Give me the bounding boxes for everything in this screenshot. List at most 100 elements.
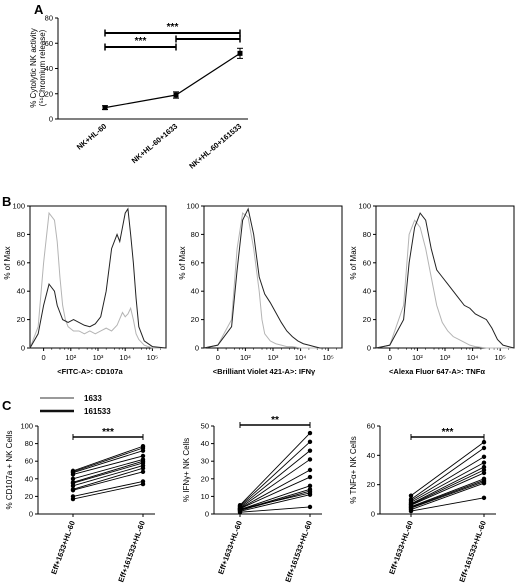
panel-c2-point-after (307, 487, 313, 492)
panel-c2-category-label: Eff+1633+HL-60 (216, 520, 244, 576)
panel-c3-ylabel: % TNFα+ NK Cells (349, 436, 358, 503)
panel-c2-ytick-label: 50 (201, 422, 209, 431)
panel-b1-series-161533 (29, 207, 167, 349)
panel-b2-ytick-label: 0 (195, 344, 199, 353)
panel-b3-xtick-label: 10³ (440, 353, 451, 362)
panel-c1-point-before (70, 487, 76, 492)
panel-c1-sig-label: *** (102, 427, 114, 438)
panel-c1-pair-line (72, 465, 144, 487)
panel-b1-xlabel: <FITC-A>: CD107a (57, 367, 123, 376)
panel-b2-xtick-label: 10³ (268, 353, 279, 362)
panel-b3-ytick-label: 20 (363, 315, 371, 324)
panel-b1-xtick-label: 10⁵ (147, 353, 158, 362)
panel-a-point (237, 50, 243, 56)
panel-b1-ytick-label: 0 (21, 344, 25, 353)
panel-a-sig-label: *** (167, 22, 179, 33)
panel-c1-point-after (140, 444, 146, 449)
panel-b1-ytick-label: 60 (17, 258, 25, 267)
panel-a-ytick-label: 0 (49, 115, 53, 124)
panel-c3-pair-line (410, 481, 485, 509)
panel-c2-ytick-label: 20 (201, 474, 209, 483)
panel-b1-histogram: % of Max <FITC-A>: CD107a 0 20 40 60 80 100 0 1… (3, 202, 167, 376)
panel-b2-ytick-label: 60 (191, 258, 199, 267)
panel-b2-series-161533 (203, 207, 342, 349)
panel-b1-ytick-label: 40 (17, 287, 25, 296)
panel-c3-ytick-label: 20 (367, 480, 375, 489)
panel-b3-ytick-label: 100 (358, 202, 371, 211)
panel-b2-series-1633 (203, 212, 342, 349)
panel-c2-pair-line (239, 459, 311, 509)
panel-c1-point-after (140, 457, 146, 462)
panel-a-ytick-label: 60 (45, 39, 53, 48)
panel-b2-ytick-label: 100 (186, 202, 199, 211)
panel-b2-xtick-label: 10² (240, 353, 251, 362)
panel-b2-ytick-label: 80 (191, 230, 199, 239)
panel-c2-pair-line (239, 506, 311, 513)
panel-c2-chart: % IFNγ+ NK Cells 0 10 20 30 40 50 Eff+1633+HL-… (182, 415, 322, 583)
panel-c2-point-after (307, 448, 313, 453)
panel-b3-ytick-label: 40 (363, 287, 371, 296)
panel-c2-pair-line (239, 450, 311, 508)
panel-c1-pair-line (72, 450, 144, 474)
panel-c2-ytick-label: 0 (205, 510, 209, 519)
panel-b3-histogram: % of Max <Alexa Fluor 647-A>: TNFα 0 20 40… (349, 202, 515, 376)
panel-b2-histogram: % of Max <Brilliant Violet 421-A>: IFNγ … (178, 202, 343, 376)
panel-b3-ylabel: % of Max (349, 246, 358, 279)
panel-b1-xtick-label: 10³ (93, 353, 104, 362)
panel-c2-sig-label: ** (271, 415, 279, 426)
panel-c1-ytick-label: 100 (20, 422, 33, 431)
legend: 1633 161533 (40, 394, 111, 416)
panel-c3-point-after (481, 467, 487, 473)
panel-c3-category-label: Eff+161533+HL-60 (457, 520, 488, 584)
panel-c1-point-after (140, 479, 146, 484)
panel-c3-ytick-label: 40 (367, 451, 375, 460)
panel-b2-ylabel: % of Max (178, 246, 187, 279)
panel-c2-point-after (307, 457, 313, 462)
panel-c3-point-before (408, 493, 414, 498)
panel-c1-point-before (70, 476, 76, 481)
panel-c2-pair-line (239, 492, 311, 510)
panel-c2-point-after (307, 483, 313, 489)
legend-label-161533: 161533 (84, 407, 111, 416)
panel-c1-pair-line (72, 471, 144, 491)
panel-b3-ytick-label: 80 (363, 230, 371, 239)
panel-c1-pair-line (72, 460, 144, 483)
panel-b3-xtick-label: 0 (388, 353, 392, 362)
panel-a-point (102, 105, 108, 111)
panel-c1-pair-line (72, 445, 144, 472)
panel-c1-point-before (70, 480, 76, 485)
panel-a-ylabel-2: (⁵¹Chromium release) (38, 29, 47, 106)
panel-c3-sig-label: *** (442, 427, 454, 438)
panel-c1-pair-line (72, 447, 144, 473)
panel-c3-pair-line (410, 466, 485, 505)
panel-c2-pair-line (239, 441, 311, 507)
panel-b1-ytick-label: 100 (12, 202, 25, 211)
panel-b3-series-1633 (375, 219, 514, 349)
panel-c1-category-label: Eff+1633+HL-60 (49, 520, 77, 576)
panel-c3-point-after (481, 460, 487, 465)
panel-c2-point-after (307, 439, 313, 445)
panel-letter-a: A (34, 2, 44, 17)
panel-b3-series-161533 (375, 212, 515, 349)
panel-c1-chart: % CD107a + NK Cells 0 20 40 60 80 100 Eff+1633… (5, 422, 155, 583)
panel-b3-ytick-label: 60 (363, 258, 371, 267)
panel-c3-pair-line (410, 472, 485, 506)
panel-c2-ytick-label: 10 (201, 492, 209, 501)
panel-c3-point-after (481, 478, 487, 483)
panel-a-category-label: NK+HL-60 (75, 122, 108, 152)
panel-b3-ytick-label: 0 (367, 344, 371, 353)
panel-c2-ylabel: % IFNγ+ NK Cells (182, 438, 191, 502)
panel-c1-ytick-label: 20 (25, 492, 33, 501)
panel-c3-pair-line (410, 478, 485, 508)
panel-b3-xtick-label: 10⁵ (494, 353, 505, 362)
panel-b3-xlabel: <Alexa Fluor 647-A>: TNFα (389, 367, 485, 376)
panel-b1-xtick-label: 10² (65, 353, 76, 362)
panel-b2-xtick-label: 10⁴ (295, 353, 307, 362)
panel-c2-point-after (307, 430, 313, 436)
panel-c3-point-before (408, 497, 414, 502)
panel-c2-point-before (237, 503, 243, 508)
panel-a-chart: % Cytolytic NK activity (⁵¹Chromium rele… (29, 14, 248, 171)
panel-letter-b: B (2, 194, 11, 209)
panel-a-series-line (104, 52, 241, 109)
panel-a-ytick-label: 20 (45, 89, 53, 98)
